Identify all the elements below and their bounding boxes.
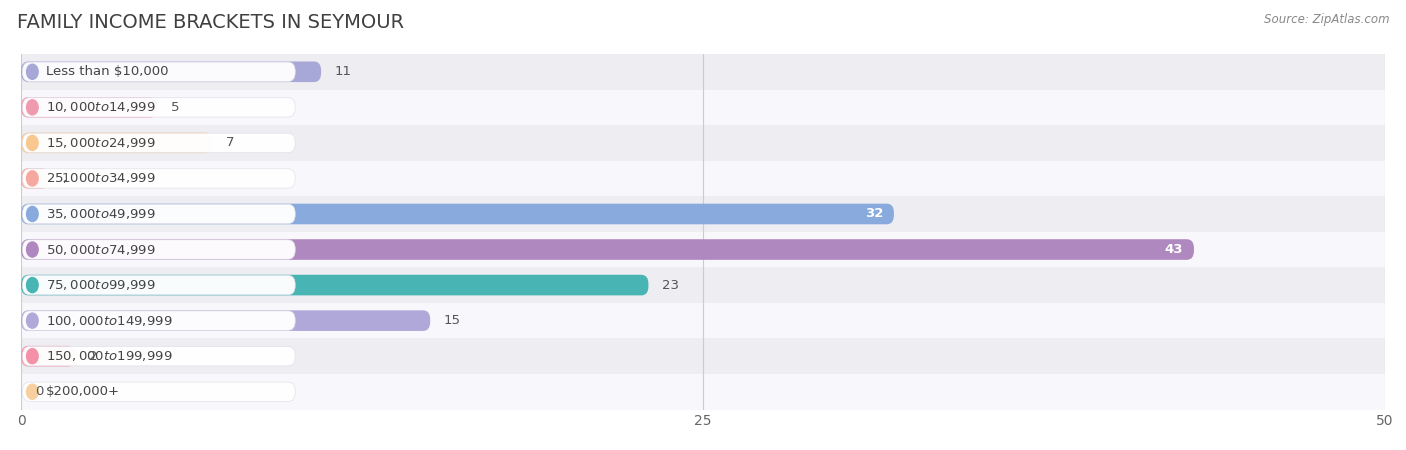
FancyBboxPatch shape: [22, 275, 295, 295]
Circle shape: [27, 384, 38, 399]
FancyBboxPatch shape: [21, 275, 648, 295]
FancyBboxPatch shape: [22, 62, 295, 81]
Text: $15,000 to $24,999: $15,000 to $24,999: [46, 136, 156, 150]
Circle shape: [27, 242, 38, 257]
FancyBboxPatch shape: [21, 97, 157, 117]
Circle shape: [27, 313, 38, 328]
Bar: [21, 125, 1385, 161]
Circle shape: [27, 349, 38, 364]
Text: $75,000 to $99,999: $75,000 to $99,999: [46, 278, 156, 292]
FancyBboxPatch shape: [22, 169, 295, 188]
Circle shape: [27, 171, 38, 186]
Text: $50,000 to $74,999: $50,000 to $74,999: [46, 243, 156, 256]
Circle shape: [27, 135, 38, 150]
FancyBboxPatch shape: [21, 62, 321, 82]
Text: $200,000+: $200,000+: [46, 385, 121, 398]
Bar: [21, 90, 1385, 125]
Bar: [21, 54, 1385, 90]
Circle shape: [27, 278, 38, 292]
Text: 43: 43: [1164, 243, 1182, 256]
FancyBboxPatch shape: [22, 346, 295, 366]
Text: 7: 7: [225, 136, 235, 149]
Text: 2: 2: [90, 350, 98, 363]
FancyBboxPatch shape: [22, 382, 295, 401]
Circle shape: [27, 100, 38, 115]
Bar: [21, 267, 1385, 303]
FancyBboxPatch shape: [21, 204, 894, 224]
Text: $10,000 to $14,999: $10,000 to $14,999: [46, 100, 156, 114]
Text: 5: 5: [172, 101, 180, 114]
FancyBboxPatch shape: [21, 168, 48, 189]
Text: $25,000 to $34,999: $25,000 to $34,999: [46, 171, 156, 185]
Circle shape: [27, 207, 38, 221]
FancyBboxPatch shape: [21, 133, 212, 153]
FancyBboxPatch shape: [21, 239, 1194, 260]
Bar: [21, 338, 1385, 374]
Bar: [21, 232, 1385, 267]
Text: 15: 15: [444, 314, 461, 327]
Text: 23: 23: [662, 279, 679, 292]
Text: 32: 32: [865, 207, 883, 220]
FancyBboxPatch shape: [22, 98, 295, 117]
FancyBboxPatch shape: [21, 310, 430, 331]
Bar: [21, 161, 1385, 196]
Bar: [21, 303, 1385, 338]
Text: $150,000 to $199,999: $150,000 to $199,999: [46, 349, 173, 363]
Text: Source: ZipAtlas.com: Source: ZipAtlas.com: [1264, 14, 1389, 27]
Text: $100,000 to $149,999: $100,000 to $149,999: [46, 314, 173, 328]
Text: Less than $10,000: Less than $10,000: [46, 65, 169, 78]
Bar: [21, 374, 1385, 410]
Text: 11: 11: [335, 65, 352, 78]
FancyBboxPatch shape: [22, 133, 295, 153]
FancyBboxPatch shape: [22, 204, 295, 224]
FancyBboxPatch shape: [21, 346, 76, 366]
Text: 1: 1: [62, 172, 70, 185]
Bar: [21, 196, 1385, 232]
FancyBboxPatch shape: [22, 311, 295, 330]
Text: $35,000 to $49,999: $35,000 to $49,999: [46, 207, 156, 221]
Text: 0: 0: [35, 385, 44, 398]
Circle shape: [27, 64, 38, 79]
Text: FAMILY INCOME BRACKETS IN SEYMOUR: FAMILY INCOME BRACKETS IN SEYMOUR: [17, 14, 404, 32]
FancyBboxPatch shape: [22, 240, 295, 259]
